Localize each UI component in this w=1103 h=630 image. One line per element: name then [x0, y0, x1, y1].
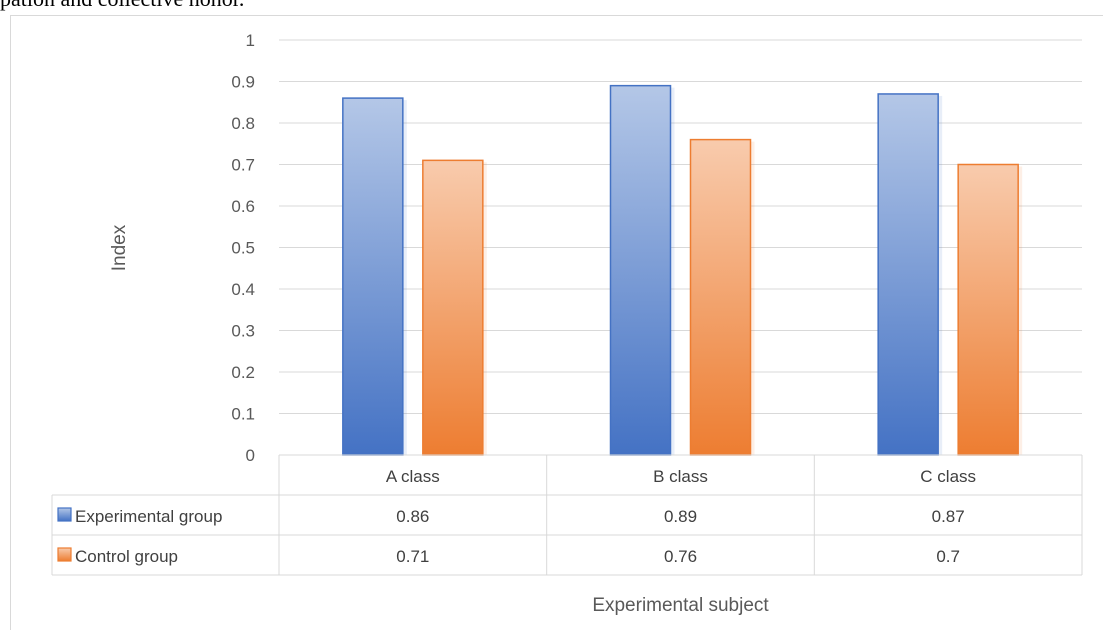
data-table: A class B class C class Experimental group 0…	[51, 454, 1083, 576]
y-tick-label: 0.5	[231, 239, 255, 258]
bar	[957, 163, 1019, 456]
y-tick-label: 0.8	[231, 114, 255, 133]
bar	[422, 159, 484, 456]
y-axis-title: Index	[109, 224, 130, 271]
bar	[342, 97, 404, 456]
y-tick-label: 0.1	[231, 405, 255, 424]
legend-entry: Control group	[75, 547, 178, 566]
bar	[877, 93, 939, 456]
y-tick-label: 1	[246, 31, 255, 50]
y-tick-label: 0.3	[231, 322, 255, 341]
legend-key	[57, 507, 72, 522]
data-label: 0.89	[664, 507, 697, 526]
category-label: A class	[386, 467, 440, 486]
category-label: B class	[653, 467, 708, 486]
y-tick-label: 0.6	[231, 197, 255, 216]
y-tick-label: 0.7	[231, 156, 255, 175]
data-label: 0.87	[932, 507, 965, 526]
y-tick-label: 0.2	[231, 363, 255, 382]
bar	[689, 138, 752, 456]
x-axis-title: Experimental subject	[592, 595, 769, 616]
legend-key	[57, 547, 72, 562]
y-tick-label: 0.9	[231, 73, 255, 92]
legend-entry: Experimental group	[75, 507, 222, 526]
caption-fragment: pation and collective honor.	[0, 0, 244, 12]
gridlines	[279, 39, 1082, 414]
category-label: C class	[920, 467, 976, 486]
y-tick-label: 0.4	[231, 280, 255, 299]
bar	[609, 84, 672, 456]
data-label: 0.7	[936, 547, 960, 566]
data-label: 0.86	[396, 507, 429, 526]
y-axis-ticks: 0 0.1 0.2 0.3 0.4 0.5 0.6 0.7 0.8 0.9 1	[231, 31, 255, 465]
bars	[342, 84, 1023, 456]
y-tick-label: 0	[246, 446, 255, 465]
data-label: 0.76	[664, 547, 697, 566]
data-label: 0.71	[396, 547, 429, 566]
chart-frame	[10, 15, 1103, 630]
